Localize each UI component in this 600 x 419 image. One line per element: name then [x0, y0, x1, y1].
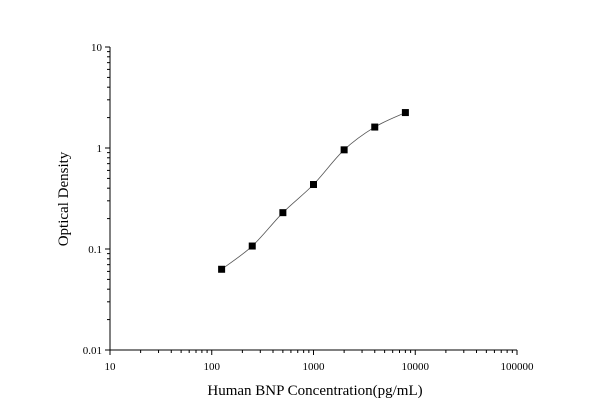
- x-tick-label: 100: [204, 361, 221, 373]
- data-point: [401, 109, 409, 117]
- y-tick-label: 0.01: [83, 345, 102, 357]
- y-tick-label: 0.1: [88, 244, 102, 256]
- data-point: [371, 123, 379, 131]
- data-points-layer: [218, 109, 409, 273]
- data-point: [218, 265, 226, 273]
- x-axis-title: Human BNP Concentration(pg/mL): [207, 383, 422, 399]
- x-tick-label: 100000: [501, 361, 535, 373]
- y-tick-label: 1: [97, 143, 103, 155]
- data-point: [340, 146, 348, 154]
- y-tick-label: 10: [91, 42, 103, 54]
- axes: 10 100 1000 10000 100000 0.01 0.1 1 10: [83, 42, 534, 373]
- x-tick-label: 10: [105, 361, 117, 373]
- x-tick-label: 10000: [402, 361, 430, 373]
- data-point: [248, 242, 256, 250]
- data-point: [279, 209, 287, 217]
- data-point: [310, 181, 317, 189]
- x-tick-label: 1000: [303, 361, 326, 373]
- y-axis-title: Optical Density: [56, 151, 72, 246]
